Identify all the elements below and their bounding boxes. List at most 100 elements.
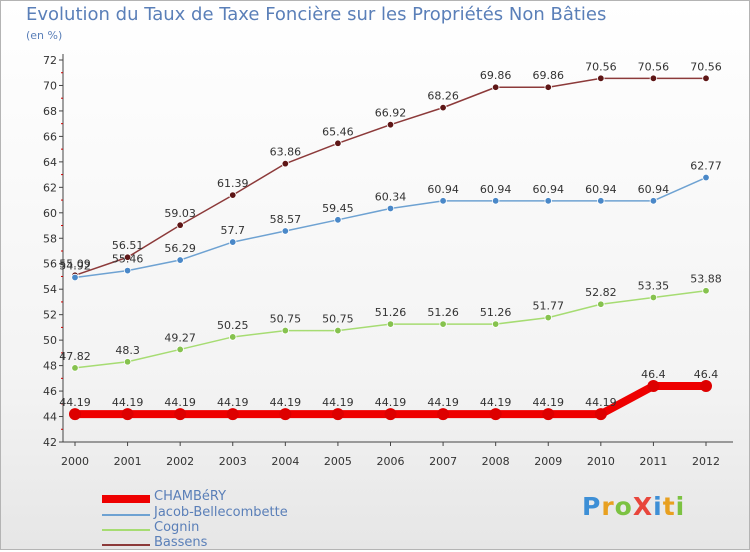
- data-point: [649, 74, 658, 83]
- x-tick-label: 2002: [166, 455, 194, 468]
- data-label: 53.88: [690, 273, 722, 286]
- data-label: 44.19: [270, 396, 302, 409]
- data-point: [229, 191, 237, 199]
- data-label: 44.19: [427, 396, 459, 409]
- y-tick-label: 60: [43, 207, 57, 220]
- data-point: [281, 326, 290, 335]
- data-label: 46.4: [641, 368, 666, 381]
- data-label: 68.26: [427, 90, 459, 103]
- series-line-cognin: [74, 289, 707, 369]
- data-label: 69.86: [480, 69, 512, 82]
- data-label: 51.77: [533, 300, 565, 313]
- data-label: 60.94: [585, 183, 617, 196]
- data-point: [491, 320, 500, 328]
- data-label: 44.19: [164, 396, 196, 409]
- chart-title: Evolution du Taux de Taxe Foncière sur l…: [26, 4, 607, 25]
- legend-label: Cognin: [154, 520, 200, 535]
- x-tick-label: 2008: [482, 455, 510, 468]
- data-label: 66.92: [375, 107, 407, 120]
- data-label: 60.94: [533, 183, 565, 196]
- data-label: 69.86: [533, 69, 565, 82]
- data-label: 48.3: [115, 344, 140, 357]
- data-point: [649, 197, 658, 205]
- data-point: [386, 120, 395, 129]
- data-label: 55.09: [59, 257, 91, 270]
- data-point: [334, 326, 342, 335]
- y-tick-label: 70: [43, 79, 57, 92]
- data-point: [542, 408, 555, 421]
- data-point: [544, 197, 552, 205]
- y-tick-label: 56: [43, 258, 57, 271]
- x-tick-label: 2009: [534, 455, 562, 468]
- data-point: [702, 287, 710, 295]
- data-label: 65.46: [322, 125, 354, 138]
- data-label: 51.26: [375, 306, 407, 319]
- data-label: 54.92: [59, 259, 91, 272]
- data-point: [281, 227, 290, 235]
- data-label: 50.25: [217, 319, 249, 332]
- data-label: 44.19: [585, 396, 617, 409]
- data-label: 60.34: [375, 190, 407, 203]
- data-point: [491, 197, 500, 205]
- data-label: 59.45: [322, 202, 354, 215]
- legend-swatch: [102, 495, 150, 503]
- data-label: 49.27: [164, 331, 196, 344]
- data-point: [229, 238, 237, 246]
- data-point: [334, 216, 342, 224]
- data-point: [123, 266, 132, 275]
- data-point: [229, 333, 237, 341]
- y-tick-label: 46: [43, 385, 57, 398]
- data-point: [386, 204, 395, 213]
- data-point: [226, 408, 239, 421]
- data-point: [123, 253, 132, 261]
- data-label: 51.26: [480, 306, 512, 319]
- data-point: [281, 159, 290, 168]
- data-label: 44.19: [375, 396, 407, 409]
- legend-swatch: [102, 514, 150, 516]
- x-tick-label: 2004: [271, 455, 299, 468]
- data-point: [597, 300, 605, 308]
- data-point: [439, 197, 447, 205]
- data-point: [647, 379, 660, 392]
- data-point: [702, 173, 710, 182]
- data-label: 60.94: [480, 183, 512, 196]
- data-label: 44.19: [322, 396, 354, 409]
- y-tick-label: 44: [43, 411, 57, 424]
- data-label: 46.4: [694, 368, 719, 381]
- y-tick-label: 64: [43, 156, 57, 169]
- data-label: 57.7: [221, 224, 246, 237]
- y-tick-label: 42: [43, 436, 57, 449]
- legend-swatch: [102, 529, 150, 531]
- data-label: 56.29: [164, 242, 196, 255]
- data-label: 53.35: [638, 279, 670, 292]
- y-tick-label: 50: [43, 334, 57, 347]
- data-label: 63.86: [270, 146, 302, 159]
- x-tick-label: 2011: [639, 455, 667, 468]
- y-tick-label: 52: [43, 309, 57, 322]
- legend-label: Jacob-Bellecombette: [154, 505, 288, 520]
- data-label: 70.56: [638, 60, 670, 73]
- y-tick-label: 58: [43, 232, 57, 245]
- data-label: 60.94: [427, 183, 459, 196]
- data-label: 62.77: [690, 160, 722, 173]
- data-point: [331, 408, 344, 421]
- data-point: [69, 408, 81, 421]
- data-label: 60.94: [638, 183, 670, 196]
- data-label: 44.19: [112, 396, 144, 409]
- y-tick-label: 54: [43, 283, 57, 296]
- x-tick-label: 2003: [219, 455, 247, 468]
- data-label: 44.19: [59, 396, 91, 409]
- data-point: [437, 408, 450, 421]
- data-point: [174, 408, 187, 421]
- data-point: [176, 345, 184, 354]
- x-tick-label: 2012: [692, 455, 720, 468]
- y-tick-label: 72: [43, 54, 57, 67]
- data-label: 44.19: [480, 396, 512, 409]
- data-label: 44.19: [533, 396, 565, 409]
- x-tick-label: 2006: [377, 455, 405, 468]
- data-point: [123, 358, 132, 366]
- data-point: [597, 197, 605, 205]
- data-label: 44.19: [217, 396, 249, 409]
- x-tick-label: 2005: [324, 455, 352, 468]
- x-tick-label: 2000: [61, 455, 89, 468]
